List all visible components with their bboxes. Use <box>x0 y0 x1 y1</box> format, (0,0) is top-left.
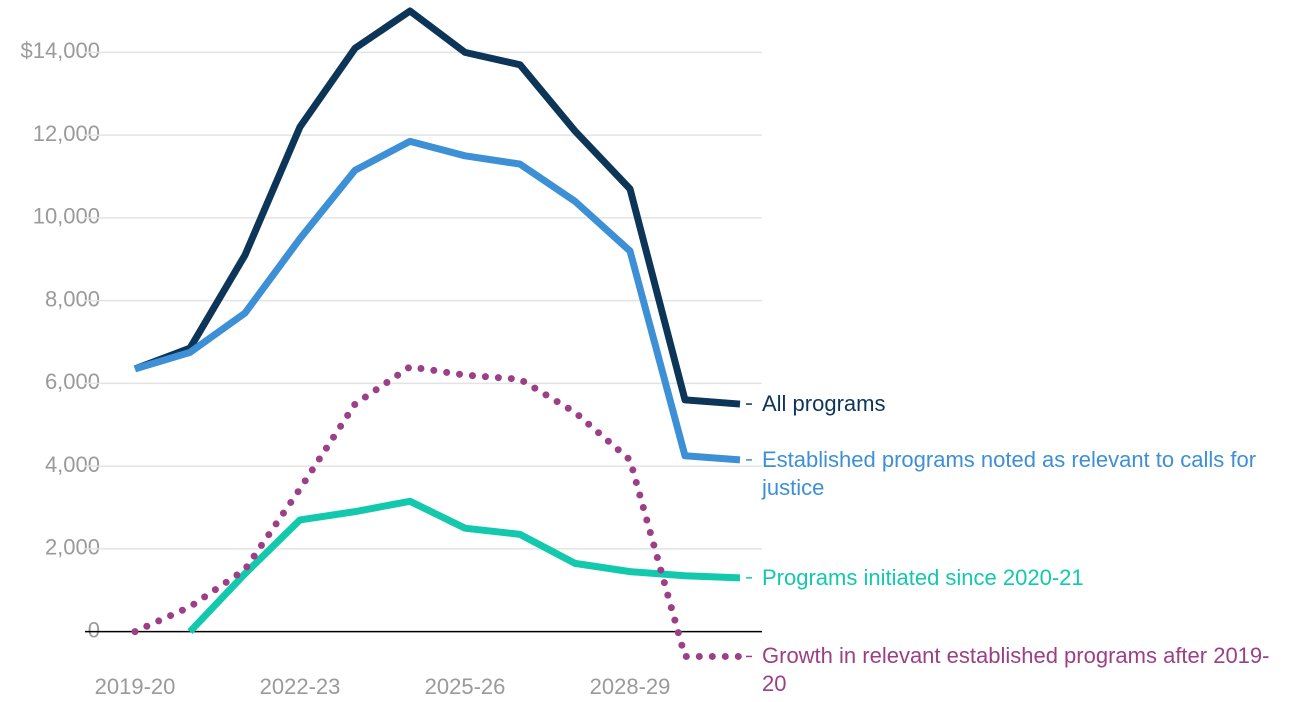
series-label: Established programs noted as relevant t… <box>762 446 1257 500</box>
y-tick-label: 10,000 <box>33 204 100 229</box>
series-line <box>131 363 744 660</box>
x-tick-label: 2025-26 <box>425 674 506 699</box>
y-tick-label: 8,000 <box>45 286 100 311</box>
y-tick-label: 4,000 <box>45 452 100 477</box>
series-label: Growth in relevant established programs … <box>762 643 1270 697</box>
series-line <box>133 137 741 464</box>
y-tick-label: 6,000 <box>45 369 100 394</box>
x-tick-label: 2019-20 <box>95 674 176 699</box>
x-tick-label: 2022-23 <box>260 674 341 699</box>
series-line <box>133 7 741 408</box>
y-tick-label: 2,000 <box>45 535 100 560</box>
series-label: All programs <box>762 391 886 417</box>
x-tick-label: 2028-29 <box>590 674 671 699</box>
y-tick-label: 0 <box>88 617 100 642</box>
series-label: Programs initiated since 2020-21 <box>762 564 1084 590</box>
y-tick-label: $14,000 <box>20 38 100 63</box>
series-line <box>187 497 741 635</box>
y-tick-label: 12,000 <box>33 121 100 146</box>
